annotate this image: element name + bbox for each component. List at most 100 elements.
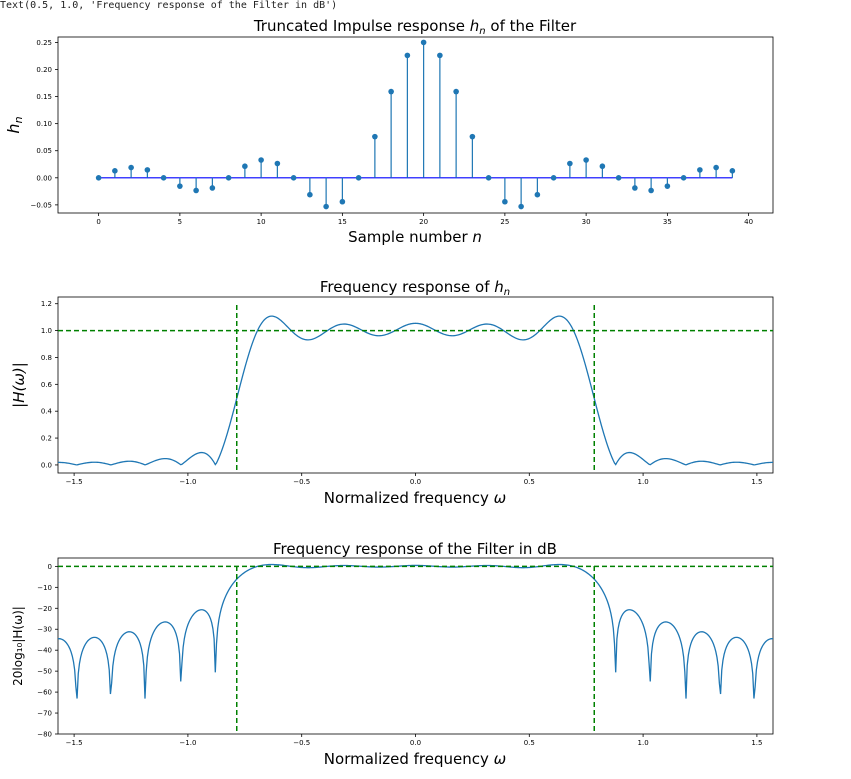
cell-output-text: Text(0.5, 1.0, 'Frequency response of th…: [0, 0, 338, 11]
x-tick-label: −0.5: [293, 478, 310, 486]
y-tick-label: 0.25: [36, 39, 52, 47]
chart-title: Truncated Impulse response hn of the Fil…: [253, 17, 577, 37]
stem-marker: [177, 183, 183, 189]
stem-marker: [729, 168, 736, 174]
y-tick-label: 0.4: [41, 408, 53, 416]
stem-marker: [453, 88, 459, 95]
stem-marker: [420, 39, 427, 46]
axis-ticks: −1.5 −1.0 −0.5 0.0 0.5 1.0 1.5 0.0 0.2 0.4 0.6 0.8 1…: [41, 300, 763, 486]
stem-marker: [583, 157, 589, 163]
stem-marker: [95, 175, 102, 181]
y-tick-label: −50: [37, 668, 52, 676]
x-tick-label: −1.5: [66, 739, 83, 747]
stem-marker: [290, 175, 297, 181]
axes-frame: [57, 557, 774, 735]
db-response-chart: Frequency response of the Filter in dB N…: [11, 540, 774, 768]
y-tick-label: 1.2: [41, 300, 52, 308]
y-tick-label: −30: [37, 626, 52, 634]
y-tick-label: 0.8: [41, 354, 52, 362]
stem-marker: [144, 167, 151, 173]
stem-marker: [648, 187, 654, 194]
stem-marker: [372, 133, 378, 140]
stem-marker: [307, 191, 313, 198]
y-tick-label: −0.05: [31, 201, 52, 209]
x-tick-label: −1.0: [179, 739, 196, 747]
chart-title: Frequency response of the Filter in dB: [273, 540, 557, 558]
stem-marker: [599, 163, 606, 170]
y-tick-label: −20: [37, 605, 52, 613]
y-tick-label: 0.10: [36, 120, 52, 128]
stem-marker: [437, 52, 443, 59]
stem-marker: [485, 175, 492, 181]
stem-marker: [193, 187, 199, 194]
y-tick-label: −60: [37, 689, 52, 697]
y-tick-label: 0.6: [41, 381, 53, 389]
x-tick-label: 1.5: [751, 478, 762, 486]
x-tick-label: 0.5: [524, 739, 535, 747]
stem-marker: [502, 198, 508, 205]
x-tick-label: 30: [582, 218, 591, 226]
y-axis-label: hn: [4, 116, 25, 133]
stem-marker: [534, 191, 541, 198]
y-tick-label: 0: [48, 563, 52, 571]
response-curve: [58, 563, 773, 699]
x-tick-label: 40: [744, 218, 753, 226]
stem-marker: [404, 52, 411, 59]
x-tick-label: 1.0: [638, 739, 649, 747]
y-tick-label: 0.05: [36, 147, 52, 155]
x-tick-label: 20: [419, 218, 428, 226]
x-axis-label: Normalized frequency ω: [324, 750, 506, 768]
y-tick-label: −10: [37, 584, 52, 592]
y-tick-label: 0.15: [36, 93, 52, 101]
axes-frame: [57, 36, 774, 214]
y-tick-label: −40: [37, 647, 52, 655]
stem-marker: [567, 160, 573, 167]
stem-marker: [632, 185, 638, 191]
stem-marker: [160, 175, 167, 181]
stem-marker: [550, 175, 557, 181]
stem-marker: [112, 168, 118, 174]
stem-marker: [388, 88, 394, 95]
x-tick-label: −1.5: [66, 478, 83, 486]
stem-marker: [258, 157, 264, 163]
axis-ticks: −1.5 −1.0 −0.5 0.0 0.5 1.0 1.5 −80 −70 −60 −50 −40 −…: [37, 563, 762, 747]
stem-marker: [615, 175, 622, 181]
stem-marker: [225, 175, 232, 181]
impulse-response-chart: Truncated Impulse response hn of the Fil…: [4, 17, 774, 246]
x-axis-label: Normalized frequency ω: [324, 489, 506, 507]
x-tick-label: −0.5: [293, 739, 310, 747]
stem-series: [95, 39, 736, 210]
y-axis-label: |H(ω)|: [10, 362, 28, 408]
stem-marker: [469, 133, 476, 140]
y-tick-label: −80: [37, 731, 52, 739]
axis-ticks: 0 5 10 15 20 25 30 35 40 −0.05 0.00 0.05 0.10 0.15 0.2…: [31, 39, 754, 226]
stem-marker: [697, 167, 703, 173]
y-tick-label: 0.00: [36, 174, 52, 182]
curve-series: [58, 305, 773, 473]
y-tick-label: 0.0: [41, 461, 52, 469]
x-tick-label: 1.5: [751, 739, 762, 747]
stem-marker: [339, 198, 346, 205]
y-tick-label: 0.2: [41, 435, 52, 443]
x-tick-label: 0.0: [410, 739, 421, 747]
x-tick-label: 10: [257, 218, 266, 226]
y-axis-label: 20log₁₀|H(ω)|: [11, 606, 25, 686]
chart-title: Frequency response of hn: [320, 278, 510, 298]
stem-marker: [518, 203, 524, 210]
x-axis-label: Sample number n: [348, 228, 482, 246]
stem-marker: [713, 164, 719, 171]
x-tick-label: −1.0: [179, 478, 196, 486]
y-tick-label: −70: [37, 710, 52, 718]
y-tick-label: 0.20: [36, 66, 52, 74]
x-tick-label: 5: [178, 218, 182, 226]
stem-marker: [209, 185, 216, 191]
x-tick-label: 15: [338, 218, 347, 226]
y-tick-label: 1.0: [41, 327, 52, 335]
x-tick-label: 0.0: [410, 478, 421, 486]
x-tick-label: 0: [96, 218, 100, 226]
curve-series: [58, 563, 773, 734]
stem-marker: [274, 160, 281, 167]
x-tick-label: 25: [500, 218, 509, 226]
stem-marker: [242, 163, 248, 170]
